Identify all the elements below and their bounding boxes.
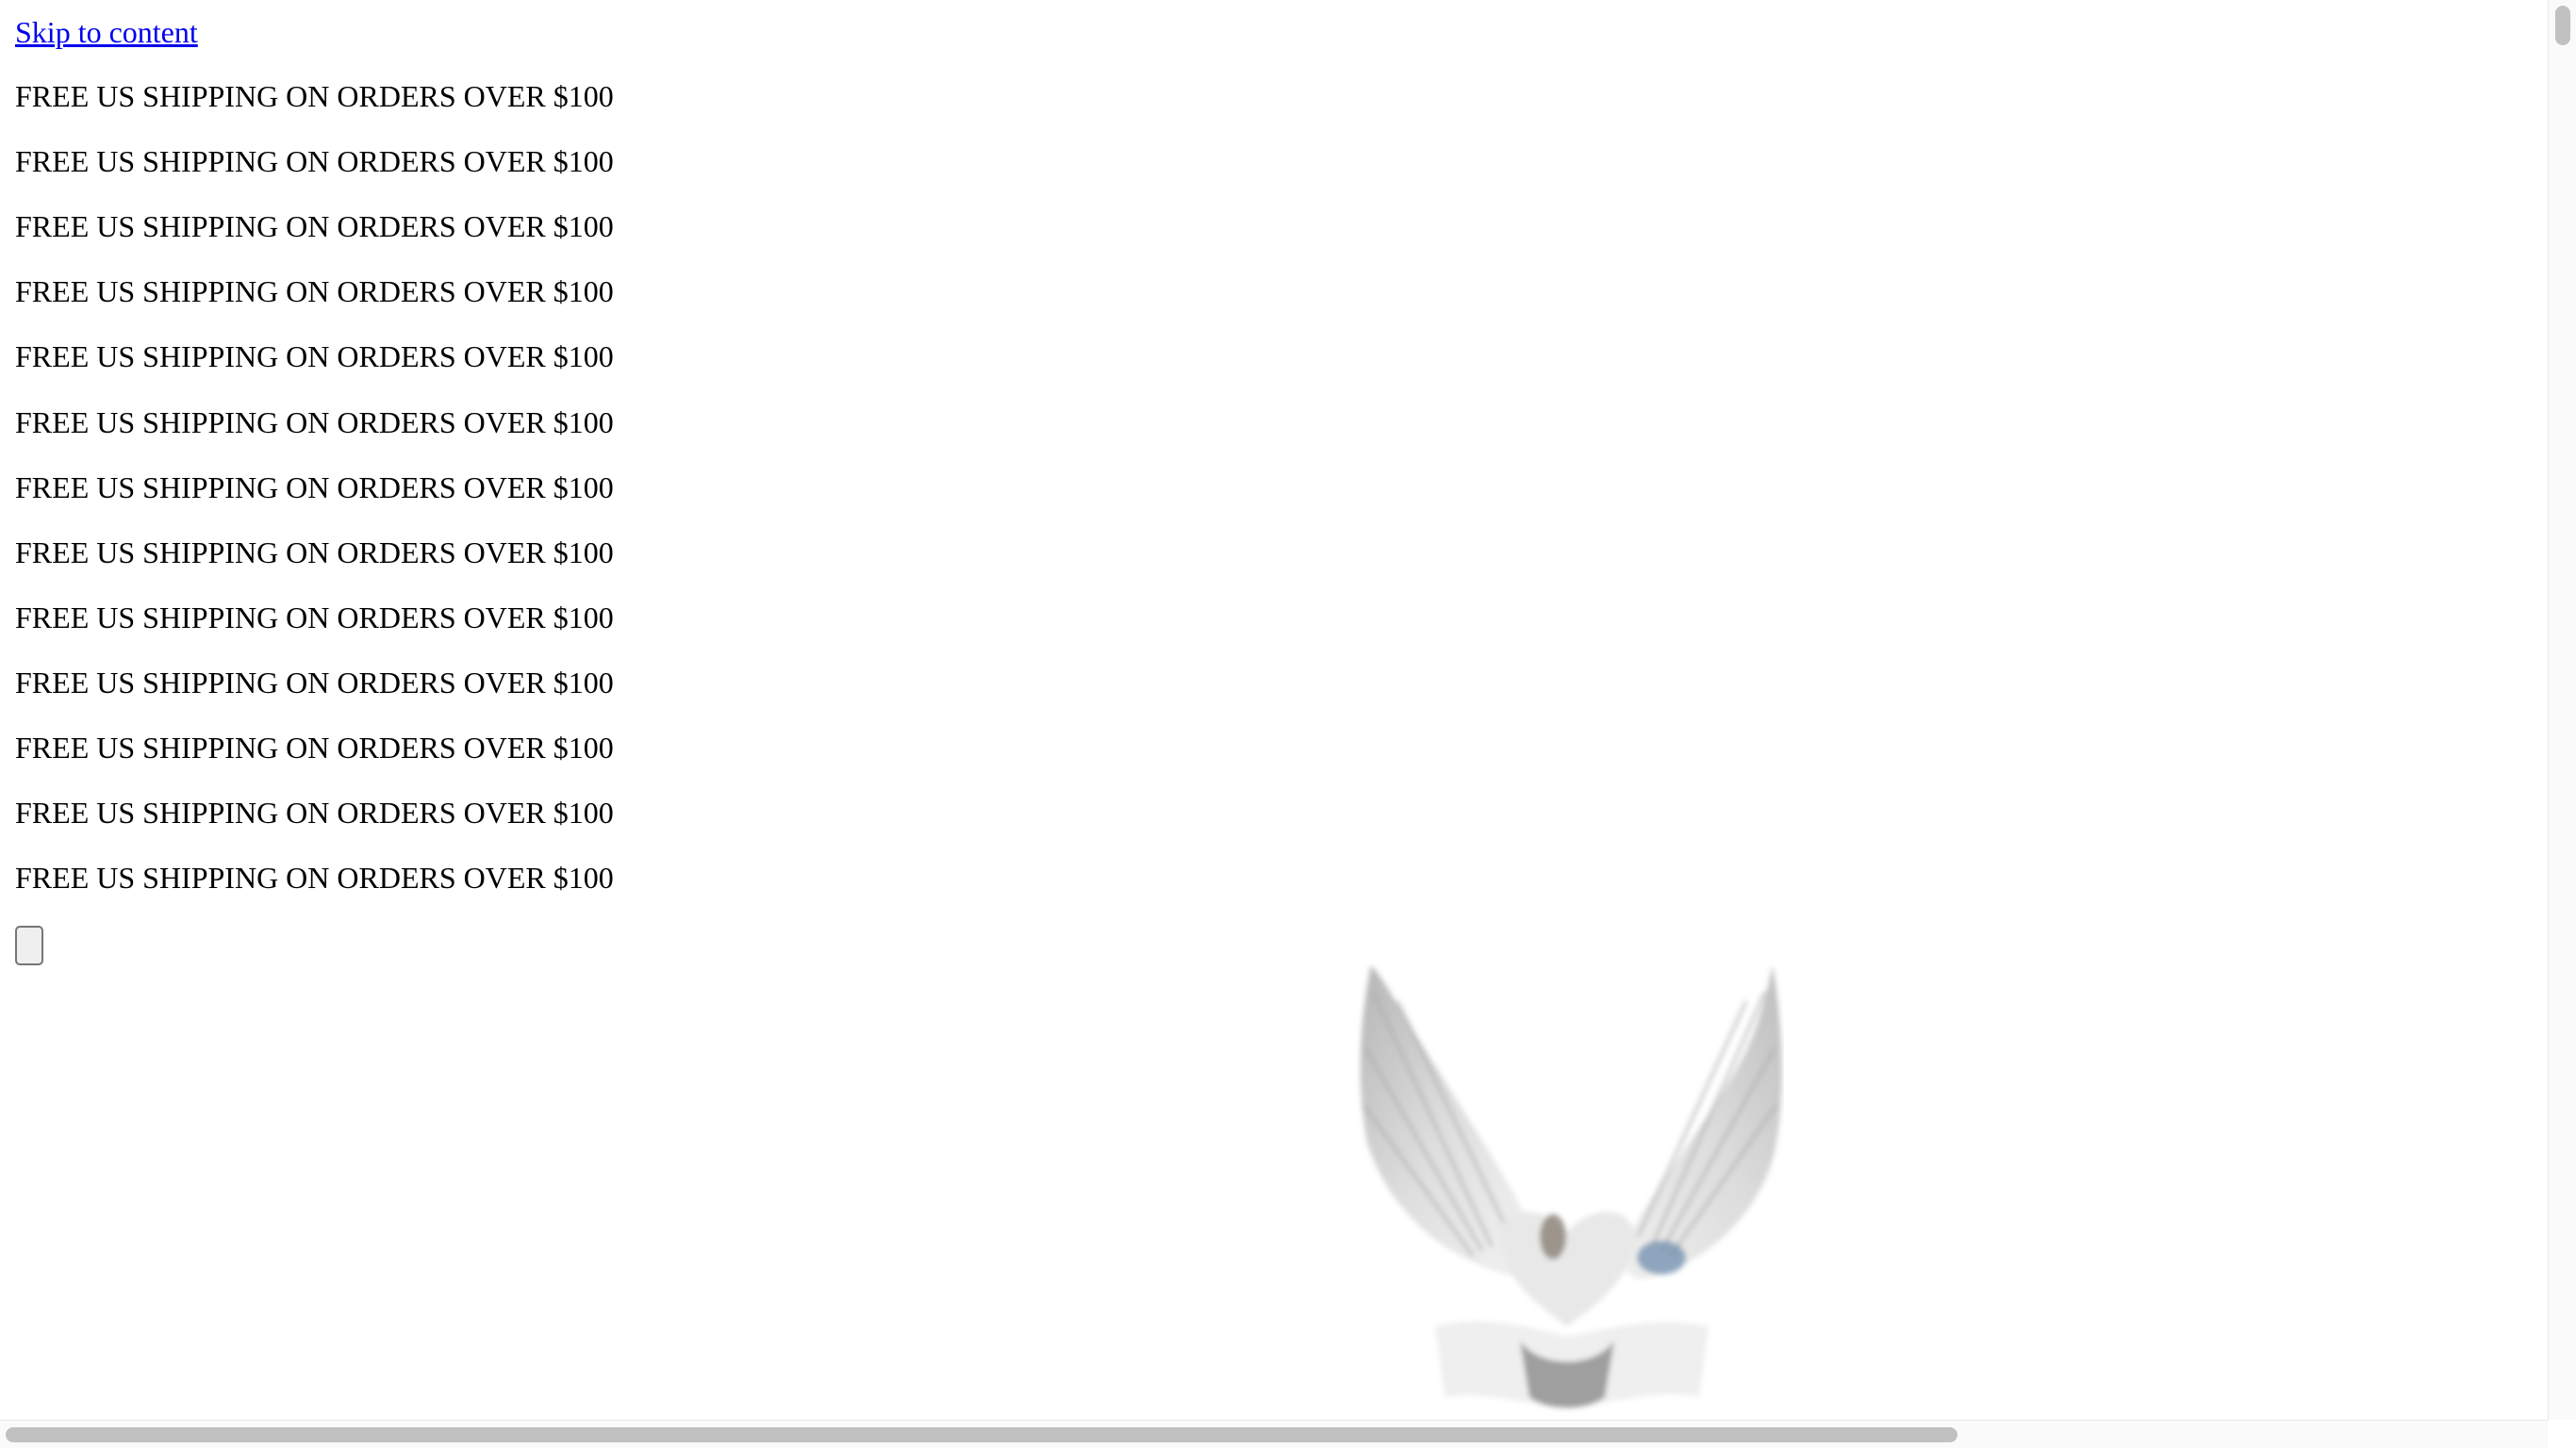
announcement-text: FREE US SHIPPING ON ORDERS OVER $100 bbox=[15, 274, 614, 308]
announcement-text: FREE US SHIPPING ON ORDERS OVER $100 bbox=[15, 405, 614, 439]
announcement-text: FREE US SHIPPING ON ORDERS OVER $100 bbox=[15, 601, 614, 634]
vertical-scrollbar[interactable] bbox=[2548, 0, 2576, 1420]
announcement-text: FREE US SHIPPING ON ORDERS OVER $100 bbox=[15, 209, 614, 243]
page-viewport: Skip to content FREE US SHIPPING ON ORDE… bbox=[15, 15, 1784, 1420]
skip-to-content-link[interactable]: Skip to content bbox=[15, 15, 198, 49]
scrollbar-corner bbox=[2548, 1420, 2576, 1448]
vertical-scrollbar-thumb[interactable] bbox=[2555, 6, 2570, 45]
announcement-text: FREE US SHIPPING ON ORDERS OVER $100 bbox=[15, 79, 614, 113]
announcement-text: FREE US SHIPPING ON ORDERS OVER $100 bbox=[15, 144, 614, 178]
horizontal-scrollbar-thumb[interactable] bbox=[6, 1427, 1957, 1442]
horizontal-scrollbar[interactable] bbox=[0, 1420, 2548, 1448]
announcement-text: FREE US SHIPPING ON ORDERS OVER $100 bbox=[15, 796, 614, 830]
announcement-text: FREE US SHIPPING ON ORDERS OVER $100 bbox=[15, 861, 614, 895]
announcement-text: FREE US SHIPPING ON ORDERS OVER $100 bbox=[15, 339, 614, 373]
winged-heart-logo-icon[interactable] bbox=[1350, 963, 1784, 1420]
announcement-text: FREE US SHIPPING ON ORDERS OVER $100 bbox=[15, 535, 614, 569]
announcement-text: FREE US SHIPPING ON ORDERS OVER $100 bbox=[15, 666, 614, 699]
announcement-text: FREE US SHIPPING ON ORDERS OVER $100 bbox=[15, 470, 614, 504]
menu-toggle-button[interactable] bbox=[15, 926, 43, 965]
announcement-text: FREE US SHIPPING ON ORDERS OVER $100 bbox=[15, 731, 614, 765]
